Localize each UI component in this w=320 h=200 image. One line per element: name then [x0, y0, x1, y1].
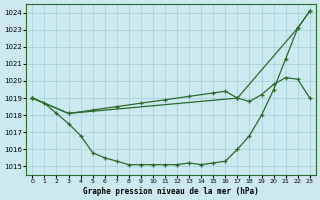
X-axis label: Graphe pression niveau de la mer (hPa): Graphe pression niveau de la mer (hPa) [83, 187, 259, 196]
